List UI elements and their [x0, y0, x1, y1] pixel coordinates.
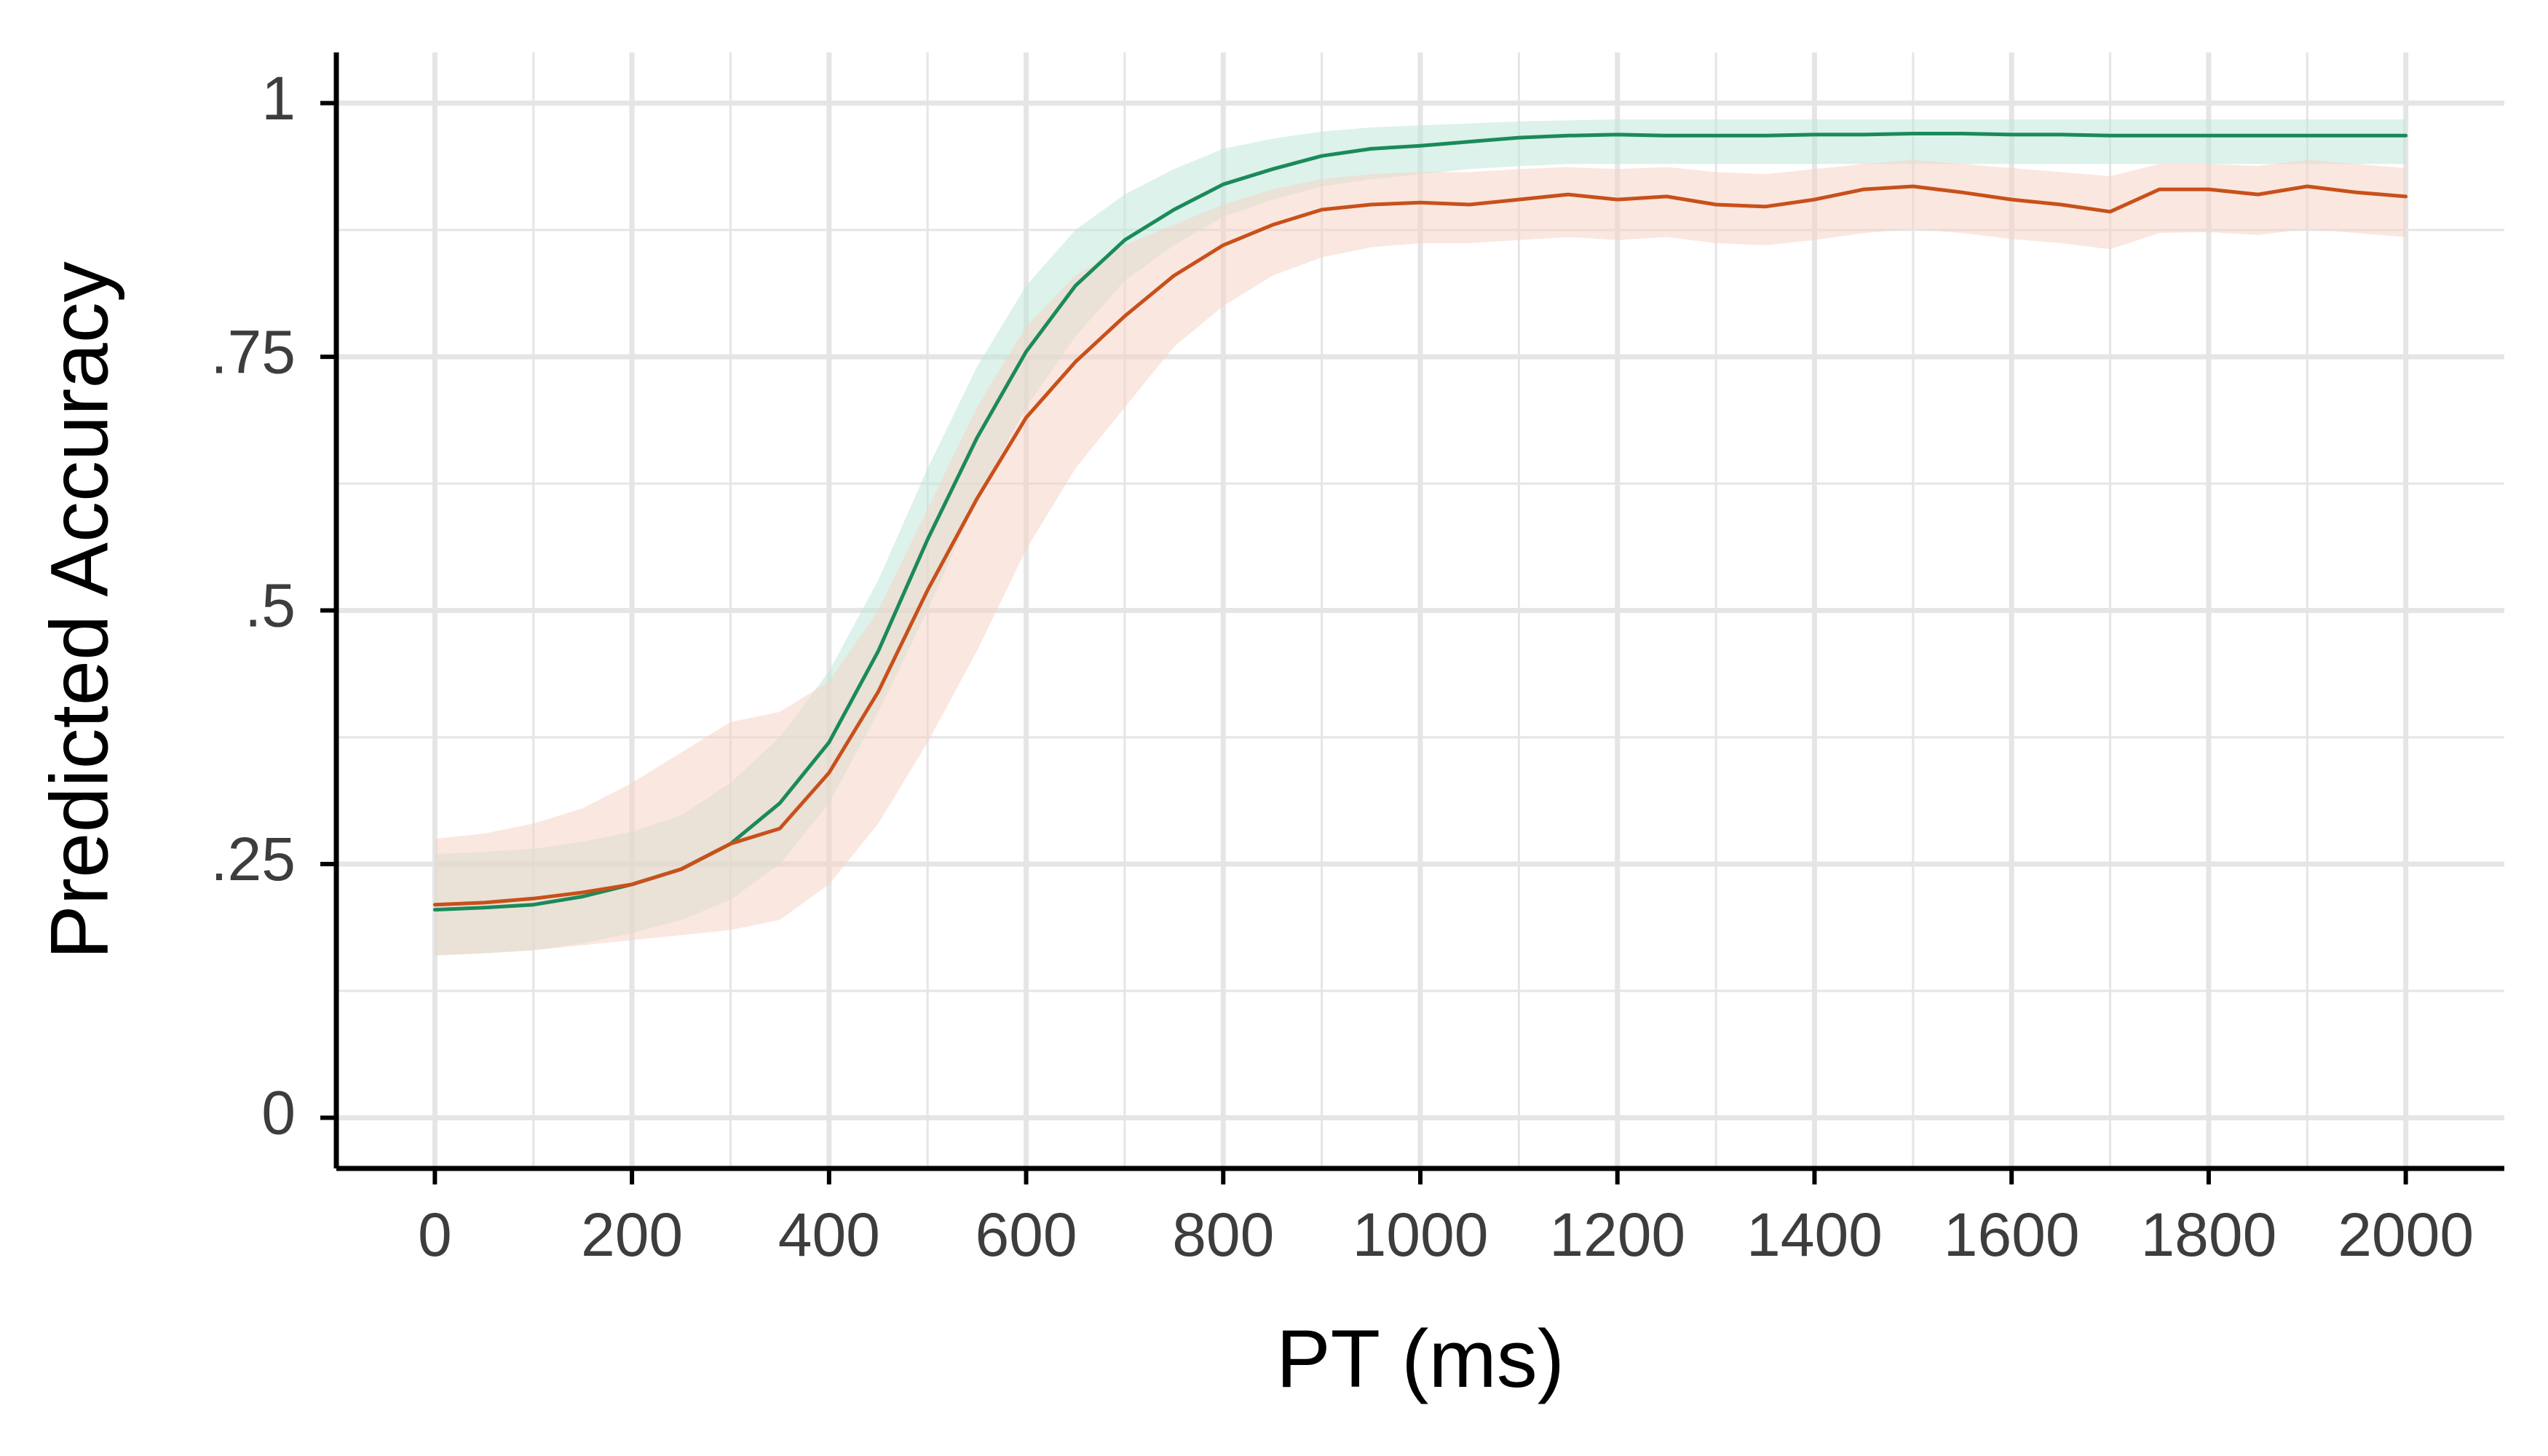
series-2-confidence-band	[435, 159, 2406, 956]
x-tick-label: 1400	[1746, 1200, 1883, 1269]
series-1-line	[432, 132, 2408, 912]
series-2-line	[432, 184, 2408, 907]
y-tick-label: 1	[261, 64, 296, 132]
x-tick-label: 1200	[1549, 1200, 1685, 1269]
x-tick-label: 0	[418, 1200, 452, 1269]
x-tick-label: 2000	[2338, 1200, 2474, 1269]
x-tick-label: 200	[581, 1200, 683, 1269]
x-tick-label: 800	[1172, 1200, 1274, 1269]
y-tick-label: .75	[210, 317, 296, 386]
x-tick-label: 1000	[1353, 1200, 1489, 1269]
x-tick-label: 600	[975, 1200, 1077, 1269]
y-tick-label: .5	[245, 571, 296, 640]
y-tick-label: .25	[210, 825, 296, 893]
x-tick-label: 1600	[1944, 1200, 2080, 1269]
y-tick-label: 0	[261, 1079, 296, 1147]
x-tick-label: 400	[778, 1200, 880, 1269]
x-axis-title: PT (ms)	[1276, 1313, 1564, 1404]
y-axis-title: Predicted Accuracy	[34, 261, 125, 960]
x-tick-label: 1800	[2140, 1200, 2276, 1269]
